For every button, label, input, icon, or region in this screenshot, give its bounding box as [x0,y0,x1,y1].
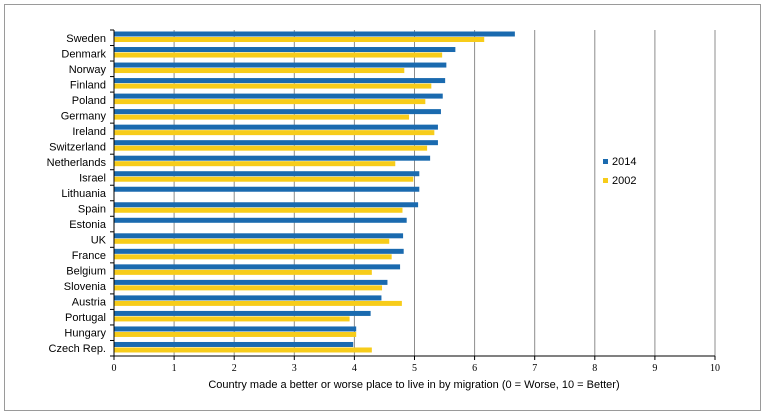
bar-belgium-2002 [114,269,372,275]
category-label: Sweden [66,33,106,45]
bar-france-2002 [114,254,392,260]
category-label: Portugal [65,312,106,324]
bar-czech-rep-2014 [114,341,354,347]
bar-portugal-2002 [114,316,350,322]
bar-poland-2014 [114,93,443,99]
category-label: Belgium [66,266,106,278]
x-tick-label: 0 [112,363,117,374]
x-tick-label: 1 [172,363,177,374]
legend-label-2002: 2002 [612,175,636,187]
category-label: Czech Rep. [49,343,106,355]
bar-hungary-2014 [114,326,357,332]
x-tick-label: 6 [472,363,477,374]
bar-austria-2002 [114,300,402,306]
x-tick-label: 2 [232,363,237,374]
bar-estonia-2014 [114,217,407,223]
bars [114,31,515,353]
legend-label-2014: 2014 [612,156,636,168]
category-label: UK [91,235,107,247]
category-label: France [72,250,106,262]
bar-ireland-2002 [114,130,435,136]
x-tick-label: 8 [592,363,597,374]
category-label: Estonia [69,219,107,231]
bar-czech-rep-2002 [114,347,372,353]
bar-finland-2014 [114,78,446,84]
bar-netherlands-2014 [114,155,431,161]
bar-poland-2002 [114,99,426,105]
bar-netherlands-2002 [114,161,396,167]
x-tick-label: 5 [412,363,417,374]
bar-uk-2002 [114,238,390,244]
legend-swatch-2014 [603,159,608,164]
category-label: Austria [72,297,107,309]
category-label: Denmark [61,48,106,60]
legend: 2014 2002 [603,156,636,187]
x-tick-label: 4 [352,363,357,374]
category-label: Switzerland [49,141,106,153]
category-label: Lithuania [61,188,107,200]
category-label: Israel [79,172,106,184]
bar-switzerland-2002 [114,145,428,151]
bar-denmark-2014 [114,47,456,53]
bar-spain-2014 [114,202,419,208]
category-label: Poland [72,95,106,107]
bar-belgium-2014 [114,264,401,270]
bar-uk-2014 [114,233,404,239]
bar-israel-2002 [114,176,414,182]
bar-slovenia-2014 [114,279,388,285]
category-label: Germany [61,110,107,122]
bar-germany-2014 [114,109,441,115]
bar-sweden-2014 [114,31,515,37]
category-label: Norway [69,64,107,76]
bar-denmark-2002 [114,52,443,58]
bar-finland-2002 [114,83,432,89]
bar-slovenia-2002 [114,285,383,291]
bar-sweden-2002 [114,37,485,42]
x-tick-label: 9 [652,363,657,374]
x-tick-label: 3 [292,363,297,374]
x-tick-label: 7 [532,363,537,374]
bar-israel-2014 [114,171,420,177]
category-label: Netherlands [47,157,107,169]
bar-portugal-2014 [114,310,371,316]
legend-swatch-2002 [603,178,608,183]
bar-germany-2002 [114,114,410,120]
bar-france-2014 [114,248,404,254]
x-tick-labels: 0 1 2 3 4 5 6 7 8 9 10 [112,363,721,374]
x-tick-label: 10 [710,363,720,374]
bar-norway-2014 [114,62,447,68]
category-label: Hungary [64,328,106,340]
bar-switzerland-2014 [114,140,438,146]
bar-austria-2014 [114,295,382,301]
bar-norway-2002 [114,68,405,74]
bar-hungary-2002 [114,331,357,337]
country-labels: Sweden Denmark Norway Finland Poland Germany I… [47,33,107,355]
x-axis-label: Country made a better or worse place to … [208,379,619,391]
category-label: Spain [78,204,106,216]
axes [110,29,716,360]
bar-lithuania-2014 [114,186,420,192]
category-label: Slovenia [64,281,107,293]
bar-ireland-2014 [114,124,438,130]
category-label: Finland [70,79,106,91]
bar-spain-2002 [114,207,403,213]
category-label: Ireland [72,126,106,138]
